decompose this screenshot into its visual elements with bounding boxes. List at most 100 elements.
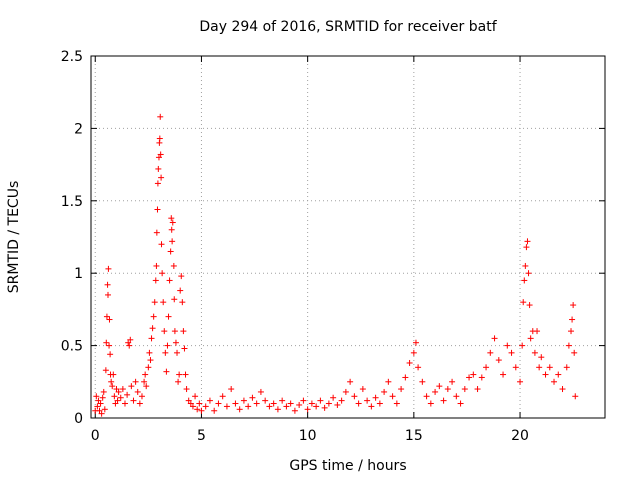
data-point: [300, 397, 307, 404]
data-points: [92, 113, 579, 417]
data-point: [521, 277, 528, 284]
data-point: [105, 265, 112, 272]
data-point: [169, 238, 176, 245]
data-point: [147, 357, 154, 364]
data-point: [109, 383, 116, 390]
data-point: [551, 378, 558, 385]
data-point: [487, 349, 494, 356]
data-point: [569, 316, 576, 323]
data-point: [355, 400, 362, 407]
data-point: [153, 229, 160, 236]
y-axis-label: SRMTID / TECUs: [6, 181, 22, 294]
data-point: [159, 270, 166, 277]
y-tick-label: 1.5: [61, 194, 83, 210]
x-tick-label: 5: [197, 428, 206, 444]
data-point: [270, 400, 277, 407]
x-tick-label: 20: [511, 428, 529, 444]
data-point: [168, 226, 175, 233]
data-point: [534, 328, 541, 335]
data-point: [154, 206, 161, 213]
data-point: [524, 238, 531, 245]
data-point: [570, 302, 577, 309]
data-point: [130, 397, 137, 404]
y-tick-label: 0.5: [61, 339, 83, 355]
data-point: [457, 400, 464, 407]
data-point: [172, 339, 179, 346]
data-point: [156, 135, 163, 142]
x-axis-label: GPS time / hours: [289, 458, 406, 474]
data-point: [287, 400, 294, 407]
data-point: [470, 371, 477, 378]
data-point: [522, 262, 529, 269]
data-point: [134, 388, 141, 395]
data-point: [167, 248, 174, 255]
data-point: [342, 388, 349, 395]
data-point: [103, 339, 110, 346]
data-point: [531, 349, 538, 356]
data-point: [359, 386, 366, 393]
y-tick-label: 1: [74, 266, 83, 282]
data-point: [107, 351, 114, 358]
data-point: [398, 386, 405, 393]
data-point: [196, 400, 203, 407]
y-tick-label: 2: [74, 121, 83, 137]
data-point: [168, 215, 175, 222]
data-point: [189, 403, 196, 410]
x-tick-label: 0: [91, 428, 100, 444]
data-point: [274, 406, 281, 413]
data-point: [527, 335, 534, 342]
data-point: [296, 401, 303, 408]
data-point: [508, 349, 515, 356]
data-point: [166, 277, 173, 284]
data-point: [142, 371, 149, 378]
data-point: [206, 397, 213, 404]
data-point: [483, 364, 490, 371]
data-point: [93, 393, 100, 400]
data-point: [262, 397, 269, 404]
data-point: [170, 262, 177, 269]
data-point: [171, 296, 178, 303]
data-point: [154, 180, 161, 187]
data-point: [478, 374, 485, 381]
data-point: [106, 316, 113, 323]
data-point: [183, 386, 190, 393]
data-point: [157, 151, 164, 158]
chart-title: Day 294 of 2016, SRMTID for receiver bat…: [199, 19, 497, 35]
data-point: [563, 364, 570, 371]
data-point: [169, 219, 176, 226]
data-point: [240, 397, 247, 404]
data-point: [440, 397, 447, 404]
data-point: [152, 277, 159, 284]
data-point: [174, 349, 181, 356]
data-point: [555, 371, 562, 378]
data-point: [119, 386, 126, 393]
data-point: [198, 407, 205, 414]
data-point: [304, 406, 311, 413]
data-point: [347, 378, 354, 385]
data-point: [565, 342, 572, 349]
data-point: [517, 378, 524, 385]
data-point: [351, 393, 358, 400]
data-point: [245, 403, 252, 410]
data-point: [117, 394, 124, 401]
data-point: [402, 374, 409, 381]
grid-lines: [91, 55, 605, 419]
data-point: [150, 313, 157, 320]
data-point: [461, 386, 468, 393]
data-point: [179, 299, 186, 306]
data-point: [412, 339, 419, 346]
data-point: [381, 388, 388, 395]
data-point: [158, 241, 165, 248]
data-point: [136, 400, 143, 407]
data-point: [215, 400, 222, 407]
data-point: [103, 313, 110, 320]
data-point: [542, 371, 549, 378]
data-point: [253, 400, 260, 407]
data-point: [313, 403, 320, 410]
data-point: [143, 383, 150, 390]
data-point: [415, 364, 422, 371]
data-point: [106, 342, 113, 349]
data-point: [334, 401, 341, 408]
data-point: [279, 397, 286, 404]
